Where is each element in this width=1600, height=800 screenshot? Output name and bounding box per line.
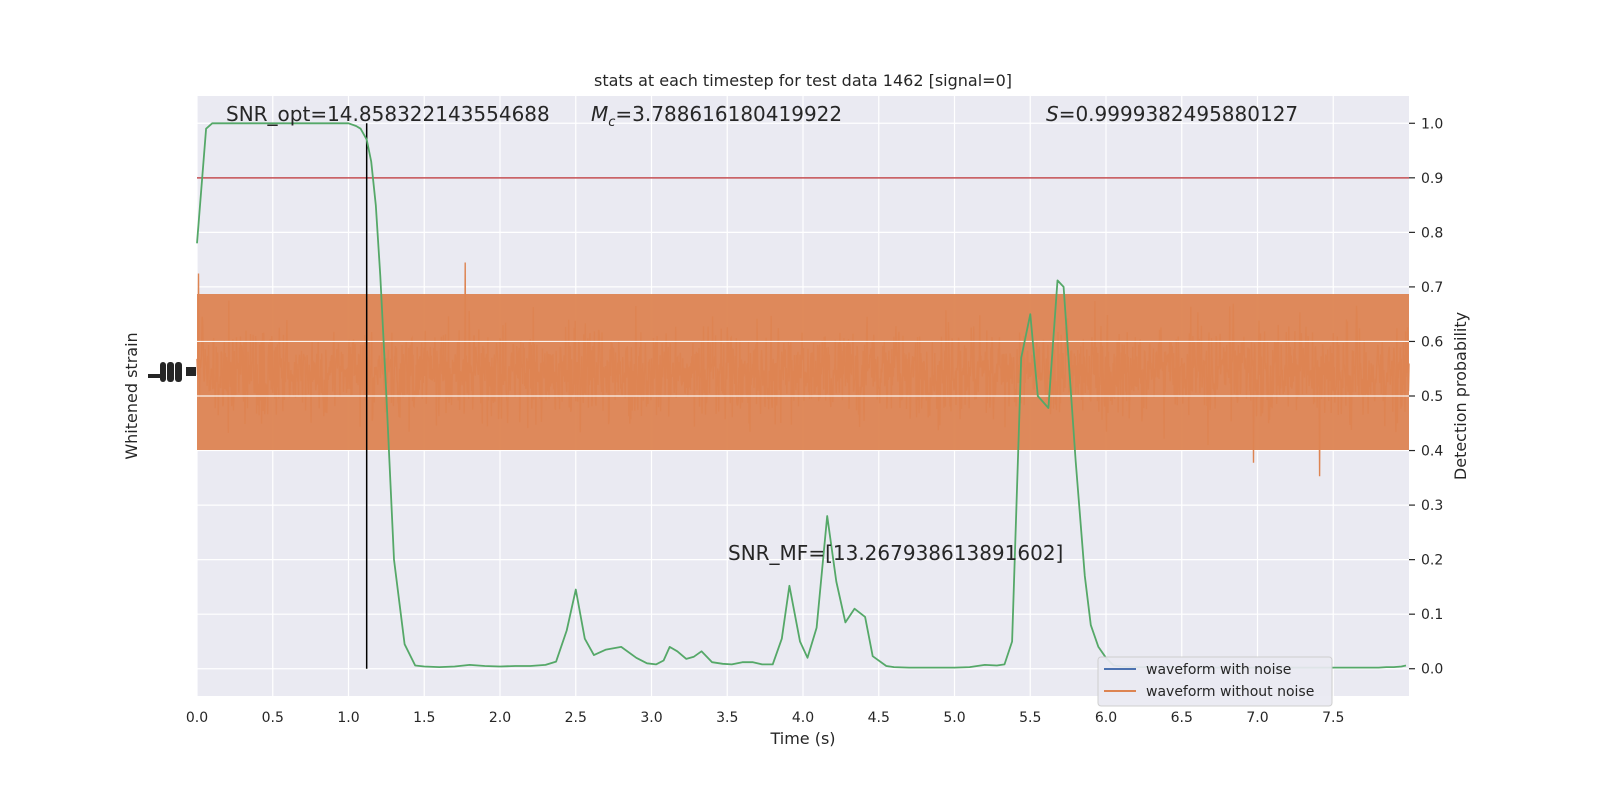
y-axis-left-label: Whitened strain [122, 332, 141, 459]
y-tick-label-5: 0.5 [1421, 389, 1443, 405]
x-tick-label-0: 0.0 [186, 710, 208, 726]
chirp-mass-subscript: c [608, 115, 615, 130]
legend-label-with-noise: waveform with noise [1146, 662, 1291, 678]
snr-mf-annotation: SNR_MF=[13.267938613891602] [728, 541, 1063, 565]
legend: waveform with noise waveform without noi… [1097, 656, 1333, 707]
y-tick-label-7: 0.7 [1421, 280, 1443, 296]
y-tick-label-8: 0.8 [1421, 225, 1443, 241]
x-tick-label-1: 0.5 [262, 710, 284, 726]
y-axis-right-ticks: 0.0 0.1 0.2 0.3 0.4 0.5 0.6 0.7 0.8 0.9 1.0 [1409, 116, 1443, 678]
x-tick-label-7: 3.5 [716, 710, 738, 726]
chirp-mass-symbol: M [591, 102, 608, 126]
x-tick-label-9: 4.5 [868, 710, 890, 726]
s-symbol: S [1046, 102, 1059, 126]
chirp-mass-annotation: Mc=3.788616180419922 [591, 102, 842, 130]
y-tick-label-3: 0.3 [1421, 498, 1443, 514]
y-tick-label-0: 0.0 [1421, 662, 1443, 678]
x-tick-label-3: 1.5 [413, 710, 435, 726]
chirp-mass-value: =3.788616180419922 [615, 102, 842, 126]
x-axis-ticks: 0.0 0.5 1.0 1.5 2.0 2.5 3.0 3.5 4.0 4.5 5.0 5.5 6.0 6… [186, 710, 1345, 726]
x-tick-label-10: 5.0 [943, 710, 965, 726]
x-tick-label-13: 6.5 [1171, 710, 1193, 726]
s-annotation: S=0.9999382495880127 [1046, 102, 1298, 126]
x-tick-label-4: 2.0 [489, 710, 511, 726]
x-tick-label-2: 1.0 [337, 710, 359, 726]
noise-dense-band [197, 294, 1409, 450]
x-tick-label-12: 6.0 [1095, 710, 1117, 726]
y-tick-label-2: 0.2 [1421, 553, 1443, 569]
x-tick-label-5: 2.5 [565, 710, 587, 726]
y-axis-right-label: Detection probability [1451, 312, 1470, 480]
y-tick-label-10: 1.0 [1421, 116, 1443, 132]
x-tick-label-6: 3.0 [640, 710, 662, 726]
y-tick-label-1: 0.1 [1421, 607, 1443, 623]
legend-label-without-noise: waveform without noise [1146, 684, 1314, 700]
left-axis-overlapped-ticks [148, 362, 196, 382]
y-tick-label-6: 0.6 [1421, 334, 1443, 350]
x-tick-label-15: 7.5 [1322, 710, 1344, 726]
y-tick-label-9: 0.9 [1421, 171, 1443, 187]
chart-title: stats at each timestep for test data 146… [594, 71, 1012, 90]
x-tick-label-8: 4.0 [792, 710, 814, 726]
x-axis-label: Time (s) [769, 729, 835, 748]
noise-waveform-series [196, 262, 1410, 477]
legend-box [1097, 656, 1333, 707]
x-tick-label-11: 5.5 [1019, 710, 1041, 726]
snr-opt-annotation: SNR_opt=14.858322143554688 [226, 102, 550, 126]
s-value: =0.9999382495880127 [1059, 102, 1298, 126]
y-tick-label-4: 0.4 [1421, 444, 1443, 460]
x-tick-label-14: 7.0 [1246, 710, 1268, 726]
